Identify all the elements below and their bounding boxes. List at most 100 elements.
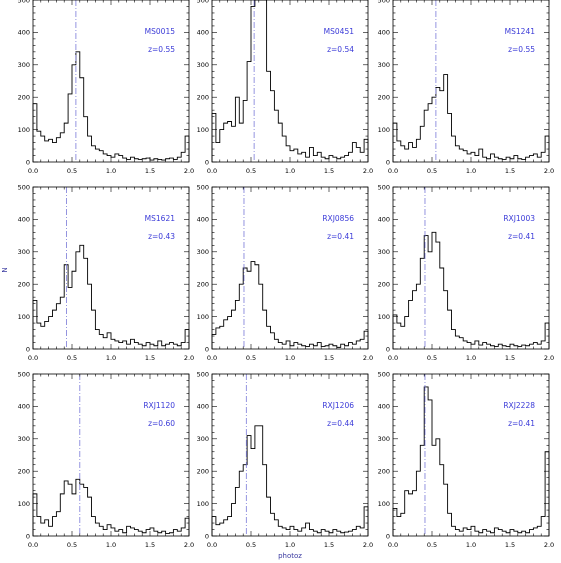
x-tick-label: 1.0	[106, 167, 116, 175]
y-tick-label: 200	[197, 468, 209, 476]
y-tick-label: 0	[26, 345, 30, 353]
y-tick-label: 500	[18, 370, 30, 378]
y-tick-label: 500	[18, 0, 30, 4]
x-tick-label: 1.0	[466, 167, 476, 175]
panel-frame	[392, 186, 550, 350]
y-tick-label: 500	[378, 370, 390, 378]
y-tick-label: 300	[378, 435, 390, 443]
histogram-ms0451	[211, 0, 369, 162]
histogram-rxj2228	[392, 386, 550, 536]
x-tick-label: 1.0	[466, 354, 476, 362]
panel-ms0015: 0 100 200 300 400 500 0.0 0.5 1.0 1.5 2.0 MS0015 z=0…	[18, 0, 194, 175]
redshift-label: z=0.55	[148, 45, 175, 54]
panel-ms0451: 0 100 200 300 400 500 0.0 0.5 1.0 1.5 2.0 MS0451 z=0…	[197, 0, 373, 175]
x-tick-label: 1.5	[324, 541, 334, 549]
panel-frame	[211, 0, 369, 163]
x-tick-label: 0.5	[427, 167, 437, 175]
y-tick-label: 0	[386, 532, 390, 540]
x-tick-label: 0.5	[427, 541, 437, 549]
histogram-rxj1206	[211, 425, 369, 536]
x-tick-label: 2.0	[363, 167, 373, 175]
y-tick-label: 0	[386, 158, 390, 166]
x-tick-label: 0.5	[246, 541, 256, 549]
x-tick-label: 0.0	[28, 354, 38, 362]
y-tick-label: 100	[378, 126, 390, 134]
y-tick-label: 400	[197, 29, 209, 37]
y-tick-label: 300	[18, 61, 30, 69]
y-tick-label: 300	[18, 248, 30, 256]
x-tick-label: 0.0	[388, 541, 398, 549]
x-tick-label: 1.5	[145, 541, 155, 549]
y-tick-label: 100	[197, 126, 209, 134]
y-tick-label: 200	[197, 281, 209, 289]
y-tick-label: 300	[18, 435, 30, 443]
cluster-name: MS1241	[505, 27, 536, 36]
histogram-rxj1120	[32, 478, 190, 536]
panel-frame	[392, 0, 550, 163]
redshift-label: z=0.54	[327, 45, 354, 54]
y-tick-label: 0	[205, 532, 209, 540]
y-tick-label: 500	[197, 0, 209, 4]
y-tick-label: 100	[18, 500, 30, 508]
y-tick-label: 100	[378, 500, 390, 508]
y-tick-label: 500	[18, 183, 30, 191]
x-tick-label: 0.0	[28, 541, 38, 549]
x-tick-label: 0.5	[246, 354, 256, 362]
x-tick-label: 1.5	[505, 541, 515, 549]
y-tick-label: 400	[18, 29, 30, 37]
x-tick-label: 0.5	[246, 167, 256, 175]
y-tick-label: 0	[386, 345, 390, 353]
y-tick-label: 200	[18, 94, 30, 102]
x-tick-label: 1.0	[466, 541, 476, 549]
panel-frame	[32, 186, 190, 350]
x-tick-label: 0.0	[388, 354, 398, 362]
panel-rxj2228: 0 100 200 300 400 500 0.0 0.5 1.0 1.5 2.0 RXJ2228 z=…	[378, 370, 555, 549]
y-tick-label: 0	[205, 158, 209, 166]
redshift-label: z=0.41	[327, 232, 354, 241]
x-tick-label: 0.5	[67, 167, 77, 175]
x-tick-label: 2.0	[184, 167, 194, 175]
redshift-label: z=0.41	[508, 419, 535, 428]
histogram-ms1621	[32, 244, 190, 349]
redshift-label: z=0.43	[148, 232, 175, 241]
y-tick-label: 200	[378, 281, 390, 289]
y-tick-label: 100	[197, 313, 209, 321]
y-tick-label: 400	[18, 216, 30, 224]
x-tick-label: 1.0	[106, 354, 116, 362]
y-tick-label: 400	[197, 403, 209, 411]
y-tick-label: 100	[378, 313, 390, 321]
panel-rxj1206: 0 100 200 300 400 500 0.0 0.5 1.0 1.5 2.0 RXJ1206 z=…	[197, 370, 374, 549]
x-tick-label: 1.5	[145, 354, 155, 362]
y-tick-label: 500	[378, 0, 390, 4]
cluster-name: MS0451	[324, 27, 355, 36]
redshift-label: z=0.44	[327, 419, 354, 428]
histogram-rxj1003	[392, 231, 550, 349]
y-tick-label: 400	[378, 29, 390, 37]
y-tick-label: 300	[197, 61, 209, 69]
x-tick-label: 1.5	[505, 167, 515, 175]
x-tick-label: 0.0	[207, 354, 217, 362]
x-tick-label: 1.5	[324, 167, 334, 175]
panel-rxj1003: 0 100 200 300 400 500 0.0 0.5 1.0 1.5 2.0 RXJ1003 z=…	[378, 183, 555, 362]
y-axis-label: N	[1, 267, 9, 272]
cluster-name: RXJ1003	[503, 214, 535, 223]
cluster-name: RXJ0856	[322, 214, 354, 223]
y-tick-label: 500	[197, 370, 209, 378]
redshift-label: z=0.55	[508, 45, 535, 54]
x-tick-label: 1.0	[285, 354, 295, 362]
x-axis-label: photoz	[278, 552, 302, 560]
redshift-label: z=0.60	[148, 419, 175, 428]
cluster-name: RXJ1120	[143, 401, 175, 410]
x-tick-label: 2.0	[544, 354, 554, 362]
x-tick-label: 0.5	[67, 541, 77, 549]
y-tick-label: 200	[378, 94, 390, 102]
x-tick-label: 0.5	[427, 354, 437, 362]
x-tick-label: 2.0	[363, 354, 373, 362]
y-tick-label: 200	[18, 281, 30, 289]
x-tick-label: 2.0	[544, 541, 554, 549]
x-tick-label: 0.0	[207, 167, 217, 175]
y-tick-label: 100	[197, 500, 209, 508]
cluster-name: RXJ1206	[322, 401, 354, 410]
x-tick-label: 0.0	[388, 167, 398, 175]
